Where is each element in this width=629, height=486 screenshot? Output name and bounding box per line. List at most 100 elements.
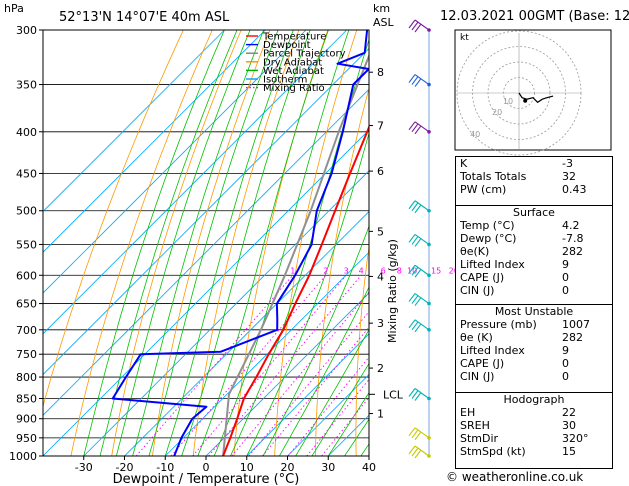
table-row: Dewp (°C) -7.8 <box>456 232 612 245</box>
pressure-tick-label: 650 <box>16 298 37 311</box>
pressure-tick-label: 1000 <box>9 450 37 463</box>
table-row: CIN (J) 0 <box>456 370 612 383</box>
isotherm-line <box>43 88 369 416</box>
table-row: CIN (J) 0 <box>456 284 612 297</box>
row-value: -3 <box>562 157 573 170</box>
isotherm-line <box>205 292 369 456</box>
hodograph-frame <box>454 29 612 151</box>
temperature-tick-label: -10 <box>156 461 174 474</box>
row-label: CIN (J) <box>460 370 495 383</box>
lcl-label: LCL <box>383 388 404 401</box>
indices-table: K -3 Totals Totals 32 PW (cm) 0.43 <box>455 156 613 208</box>
row-value: 320° <box>562 432 589 445</box>
wind-barb <box>408 74 431 87</box>
mixing-ratio-line <box>231 291 369 456</box>
dewpoint-line <box>111 30 369 456</box>
isotherm-line <box>43 30 266 253</box>
dry-adiabat-line <box>192 30 300 456</box>
copyright-text: © weatheronline.co.uk <box>446 470 584 484</box>
wind-barb <box>408 319 431 333</box>
table-row: Lifted Index 9 <box>456 344 612 357</box>
row-value: 15 <box>562 445 576 458</box>
pressure-tick-label: 450 <box>16 167 37 180</box>
dry-adiabat-line <box>315 87 369 456</box>
isotherm-line <box>287 373 369 456</box>
row-value: 9 <box>562 258 569 271</box>
wet-adiabat-line <box>181 30 311 456</box>
wet-adiabat-line <box>262 225 369 456</box>
row-label: PW (cm) <box>460 183 507 196</box>
table-row: PW (cm) 0.43 <box>456 183 612 196</box>
wind-barb <box>408 19 431 33</box>
row-label: SREH <box>460 419 490 432</box>
dry-adiabat-line <box>70 30 213 456</box>
wind-barb <box>408 264 431 278</box>
wind-barb <box>408 200 431 214</box>
row-value: 22 <box>562 406 576 419</box>
table-row: CAPE (J) 0 <box>456 271 612 284</box>
hodograph-trace <box>518 92 554 104</box>
wind-barb <box>408 234 431 247</box>
wind-barb <box>408 293 431 306</box>
mixing-ratio-label: 3 <box>344 266 349 275</box>
mixing-ratio-label: 10 <box>407 266 417 275</box>
table-row: Lifted Index 9 <box>456 258 612 271</box>
wind-barb <box>408 445 431 459</box>
dry-adiabat-line <box>152 30 271 456</box>
hodograph-ring-label: 40 <box>470 130 480 139</box>
height-tick-label: 7 <box>377 120 384 133</box>
legend-label: Dewpoint <box>263 40 311 51</box>
pressure-tick-label: 850 <box>16 392 37 405</box>
pressure-tick-label: 550 <box>16 238 37 251</box>
mixing-ratio-axis-title: Mixing Ratio (g/kg) <box>386 239 399 343</box>
height-tick-label: 8 <box>377 66 384 79</box>
pressure-tick-label: 600 <box>16 269 37 282</box>
legend-label: Wet Adiabat <box>263 66 324 77</box>
row-value: 1007 <box>562 318 590 331</box>
pressure-tick-label: 900 <box>16 413 37 426</box>
pressure-tick-label: 800 <box>16 371 37 384</box>
parcel-trajectory-line <box>222 53 369 456</box>
row-label: CIN (J) <box>460 284 495 297</box>
wet-adiabat-line <box>230 38 369 456</box>
isotherm-line <box>164 251 369 456</box>
most-unstable-table: Most Unstable Pressure (mb) 1007 θe (K) 282 L… <box>455 304 613 395</box>
legend-label: Dry Adiabat <box>263 57 322 68</box>
row-value: 0 <box>562 357 569 370</box>
mixing-ratio-line <box>262 326 369 456</box>
table-row: EH 22 <box>456 406 612 419</box>
row-label: θe (K) <box>460 331 493 344</box>
row-label: CAPE (J) <box>460 357 505 370</box>
legend-label: Parcel Trajectory <box>263 49 346 60</box>
temperature-tick-label: 0 <box>203 461 210 474</box>
table-row: StmDir 320° <box>456 432 612 445</box>
pressure-tick-label: 400 <box>16 126 37 139</box>
hpa-label: hPa <box>4 2 24 15</box>
height-tick-label: 1 <box>377 408 384 421</box>
temperature-tick-label: -30 <box>75 461 93 474</box>
asl-label: ASL <box>373 16 395 29</box>
wind-barb <box>408 427 431 441</box>
hodograph-table: Hodograph EH 22 SREH 30 StmDir 320° StmSpd (kt)… <box>455 392 613 469</box>
dry-adiabat-line <box>274 30 358 456</box>
row-label: Lifted Index <box>460 344 525 357</box>
row-label: StmDir <box>460 432 499 445</box>
table-row: Temp (°C) 4.2 <box>456 219 612 232</box>
hodograph-storm-marker <box>523 98 528 103</box>
pressure-tick-label: 300 <box>16 24 37 37</box>
row-label: Lifted Index <box>460 258 525 271</box>
height-tick-label: 4 <box>377 270 384 283</box>
x-axis-title: Dewpoint / Temperature (°C) <box>113 472 300 486</box>
legend-label: Temperature <box>262 32 326 43</box>
pressure-tick-label: 350 <box>16 79 37 92</box>
table-row: StmSpd (kt) 15 <box>456 445 612 458</box>
table-section-title: Surface <box>513 206 555 219</box>
dry-adiabat-line <box>111 30 242 456</box>
mixing-ratio-line <box>287 356 369 456</box>
legend-label: Mixing Ratio <box>263 83 325 94</box>
row-value: 0 <box>562 370 569 383</box>
table-section-title: Most Unstable <box>494 305 574 318</box>
wet-adiabat-line <box>132 30 265 456</box>
height-tick-label: 5 <box>377 225 384 238</box>
